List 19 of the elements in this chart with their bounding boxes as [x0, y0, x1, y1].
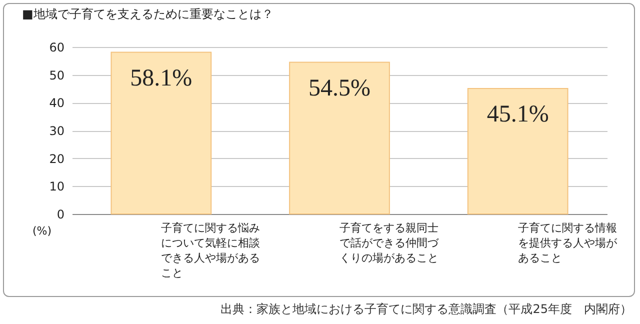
x-tick-label: 子育てに関する悩みについて気軽に相談できる人や場があること [161, 222, 260, 280]
bar [467, 88, 568, 214]
bar [110, 52, 212, 214]
bar [289, 62, 390, 214]
y-tick-label: 20 [49, 152, 64, 166]
y-tick-label: 30 [49, 124, 64, 138]
y-tick-label: 0 [56, 208, 64, 222]
y-tick-label: 40 [49, 96, 64, 110]
y-axis-title: (%) [32, 224, 52, 238]
x-tick-label: 子育てをする親同士で話ができる仲間づくりの場があること [340, 222, 440, 264]
y-tick-label: 60 [49, 40, 64, 54]
y-tick-label: 10 [49, 180, 64, 194]
data-label: 45.1% [486, 101, 549, 128]
x-tick-label: 子育てに関する情報を提供する人や場があること [518, 222, 618, 264]
data-label: 54.5% [308, 75, 370, 102]
source-note: 出典：家族と地域における子育てに関する意識調査（平成25年度 内閣府） [220, 301, 632, 318]
y-tick-label: 50 [49, 68, 64, 82]
chart-title: ■地域で子育てを支えるために重要なことは？ [22, 7, 274, 21]
data-label: 58.1% [130, 65, 192, 92]
